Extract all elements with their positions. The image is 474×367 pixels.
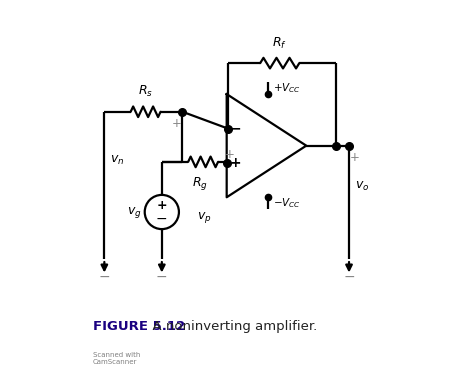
Text: +: + — [225, 148, 235, 161]
Text: A noninverting amplifier.: A noninverting amplifier. — [144, 320, 318, 333]
Text: $v_p$: $v_p$ — [197, 210, 211, 225]
Text: $R_f$: $R_f$ — [272, 36, 287, 51]
Text: Scanned with
CamScanner: Scanned with CamScanner — [92, 352, 140, 365]
Text: −: − — [156, 211, 168, 225]
Text: $v_g$: $v_g$ — [127, 204, 142, 219]
Text: $v_n$: $v_n$ — [110, 154, 125, 167]
Text: $v_o$: $v_o$ — [355, 181, 369, 193]
Text: $-V_{CC}$: $-V_{CC}$ — [273, 196, 301, 210]
Text: $R_s$: $R_s$ — [138, 84, 153, 99]
Text: −: − — [99, 270, 110, 284]
Text: $R_g$: $R_g$ — [192, 175, 208, 192]
Text: $+V_{CC}$: $+V_{CC}$ — [273, 81, 301, 95]
Text: −: − — [156, 270, 168, 284]
Text: −: − — [343, 270, 355, 284]
Text: +: + — [350, 151, 360, 164]
Text: FIGURE 5.12: FIGURE 5.12 — [92, 320, 185, 333]
Text: +: + — [229, 156, 241, 170]
Text: +: + — [172, 117, 182, 130]
Text: −: − — [229, 121, 241, 136]
Text: +: + — [156, 199, 167, 212]
